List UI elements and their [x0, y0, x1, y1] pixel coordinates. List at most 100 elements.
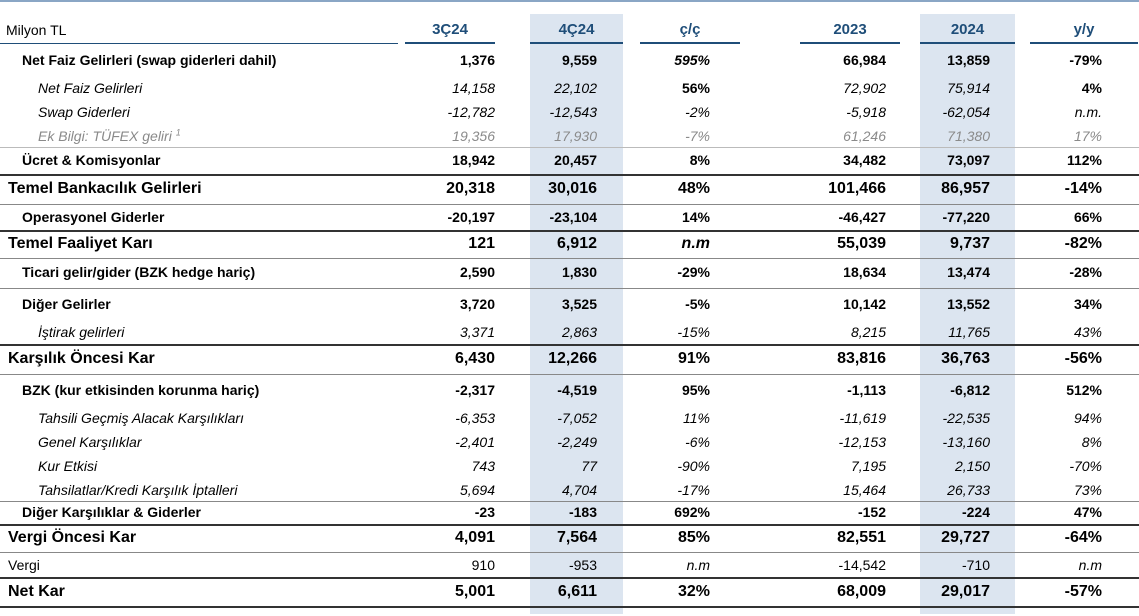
- cell: -2,317: [455, 382, 495, 398]
- header-underline: [0, 43, 398, 44]
- cell: 66,984: [843, 52, 886, 68]
- cell: 68,009: [837, 583, 886, 600]
- cell: 29,017: [941, 583, 990, 600]
- cell: 86,957: [941, 180, 990, 197]
- cell: 14,158: [452, 80, 495, 96]
- cell: 13,552: [947, 296, 990, 312]
- table-row: Net Faiz Gelirleri (swap giderleri dahil…: [0, 48, 1139, 72]
- cell: 82,551: [837, 529, 886, 546]
- cell: 43%: [1073, 324, 1102, 340]
- cell: 11,765: [948, 324, 990, 340]
- row-label: Net Faiz Gelirleri: [38, 80, 143, 96]
- cell: -5%: [685, 296, 710, 312]
- row-divider: [0, 204, 1139, 205]
- cell: 4%: [1081, 80, 1102, 96]
- cell: 4,091: [454, 529, 495, 546]
- cell: 56%: [681, 80, 710, 96]
- cell: 61,246: [843, 128, 886, 144]
- cell: -152: [857, 504, 886, 520]
- cell: -79%: [1069, 52, 1102, 68]
- cell: 6,611: [557, 583, 597, 600]
- row-divider: [0, 524, 1139, 526]
- cell: -64%: [1064, 529, 1102, 546]
- cell: -710: [961, 557, 990, 573]
- cell: 121: [468, 235, 495, 252]
- cell: 2,590: [459, 264, 495, 280]
- table-row: Ücret & Komisyonlar 18,942 20,457 8% 34,…: [0, 148, 1139, 172]
- row-divider: [0, 501, 1139, 502]
- table-row: Genel Karşılıklar -2,401 -2,249 -6% -12,…: [0, 430, 1139, 454]
- cell: 17%: [1073, 128, 1102, 144]
- cell: -2,401: [455, 434, 495, 450]
- row-divider: [0, 374, 1139, 375]
- table-row: Kur Etkisi 743 77 -90% 7,195 2,150 -70%: [0, 454, 1139, 478]
- table-row: Vergi Öncesi Kar 4,091 7,564 85% 82,551 …: [0, 526, 1139, 550]
- column-highlight-4q24: [530, 14, 623, 614]
- cell: 66%: [1073, 209, 1102, 225]
- row-label: Temel Faaliyet Karı: [8, 235, 153, 252]
- cell: -23,104: [549, 209, 597, 225]
- row-label: Kur Etkisi: [38, 458, 98, 474]
- cell: 1,830: [561, 264, 597, 280]
- table-row: Ticari gelir/gider (BZK hedge hariç) 2,5…: [0, 260, 1139, 284]
- table-row: Tahsili Geçmiş Alacak Karşılıkları -6,35…: [0, 406, 1139, 430]
- cell: 19,356: [452, 128, 495, 144]
- cell: 7,564: [556, 529, 597, 546]
- cell: -46,427: [838, 209, 886, 225]
- cell: 8%: [1081, 434, 1102, 450]
- cell: 73%: [1073, 482, 1102, 498]
- cell: 3,525: [561, 296, 597, 312]
- cell: 1,376: [459, 52, 495, 68]
- cell: -12,153: [838, 434, 886, 450]
- cell: -77,220: [942, 209, 990, 225]
- table-row: Ek Bilgi: TÜFEX geliri 1 19,356 17,930 -…: [0, 124, 1139, 148]
- header-underline: [530, 42, 623, 44]
- row-label: Diğer Karşılıklar & Giderler: [22, 504, 201, 520]
- row-label: Karşılık Öncesi Kar: [8, 350, 155, 367]
- cell: -82%: [1064, 235, 1102, 252]
- cell: -22,535: [942, 410, 990, 426]
- table-row: İştirak gelirleri 3,371 2,863 -15% 8,215…: [0, 320, 1139, 344]
- row-divider: [0, 174, 1139, 176]
- cell: n.m.: [1074, 104, 1102, 120]
- cell: 32%: [677, 583, 710, 600]
- table-row: Net Kar 5,001 6,611 32% 68,009 29,017 -5…: [0, 580, 1139, 604]
- cell: 34%: [1073, 296, 1102, 312]
- row-label: Net Faiz Gelirleri (swap giderleri dahil…: [22, 52, 277, 68]
- row-divider: [0, 147, 1139, 148]
- top-border: [0, 0, 1139, 2]
- row-label: BZK (kur etkisinden korunma hariç): [22, 382, 260, 398]
- table-row: Vergi 910 -953 n.m -14,542 -710 n.m: [0, 553, 1139, 577]
- cell: 743: [471, 458, 495, 474]
- table-row: Swap Giderleri -12,782 -12,543 -2% -5,91…: [0, 100, 1139, 124]
- cell: 7,195: [850, 458, 886, 474]
- table-row: Temel Bankacılık Gelirleri 20,318 30,016…: [0, 177, 1139, 201]
- cell: 12,266: [548, 350, 597, 367]
- cell: 36,763: [941, 350, 990, 367]
- row-label-text: Ek Bilgi: TÜFEX geliri: [38, 128, 172, 144]
- cell: 22,102: [554, 80, 597, 96]
- row-divider: [0, 258, 1139, 259]
- cell: 5,694: [459, 482, 495, 498]
- column-highlight-2024: [920, 14, 1015, 614]
- cell: -1,113: [847, 382, 886, 398]
- cell: -12,782: [447, 104, 495, 120]
- row-divider: [0, 552, 1139, 553]
- cell: -5,918: [846, 104, 886, 120]
- cell: -7,052: [557, 410, 597, 426]
- header-underline: [1030, 42, 1138, 44]
- row-label: Swap Giderleri: [38, 104, 130, 120]
- cell: 20,457: [554, 152, 597, 168]
- cell: 95%: [681, 382, 710, 398]
- header-underline: [640, 42, 740, 44]
- cell: -183: [568, 504, 597, 520]
- row-divider: [0, 577, 1139, 579]
- table-row: Operasyonel Giderler -20,197 -23,104 14%…: [0, 205, 1139, 229]
- cell: 47%: [1073, 504, 1102, 520]
- header-2024: 2024: [950, 21, 985, 38]
- cell: 13,859: [947, 52, 990, 68]
- cell: 48%: [677, 180, 710, 197]
- cell: 91%: [677, 350, 710, 367]
- cell: -23: [474, 504, 495, 520]
- cell: -7%: [685, 128, 710, 144]
